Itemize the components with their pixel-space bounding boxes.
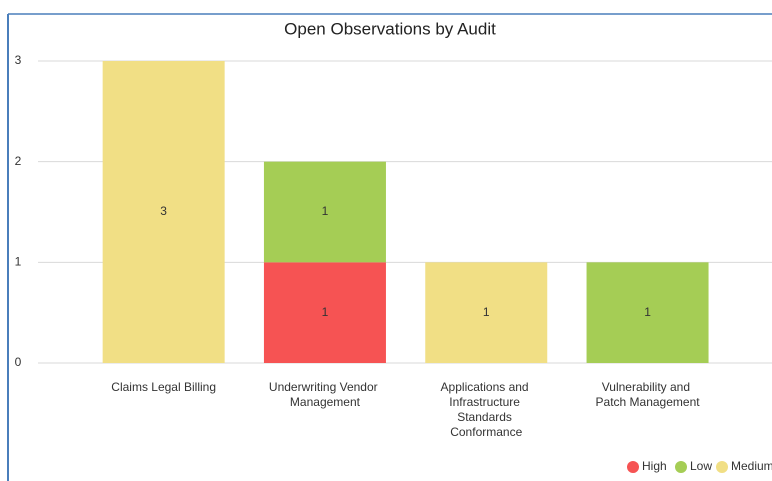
legend-swatch <box>627 461 639 473</box>
legend-label: Low <box>690 459 712 473</box>
y-tick-label: 3 <box>15 53 22 67</box>
x-tick-label: Vulnerability and Patch Management <box>596 380 701 409</box>
data-label: 3 <box>160 204 167 218</box>
data-label: 1 <box>322 305 329 319</box>
bar-segment <box>102 61 225 363</box>
bar-segment <box>425 262 548 363</box>
chart-title: Open Observations by Audit <box>284 19 496 38</box>
bar-segment <box>263 262 386 363</box>
x-tick-label: Applications and Infrastructure Standard… <box>441 380 532 439</box>
legend-label: Medium <box>731 459 772 473</box>
data-label: 1 <box>322 204 329 218</box>
data-label: 1 <box>644 305 651 319</box>
x-tick-label: Underwriting Vendor Management <box>269 380 381 409</box>
x-tick-label: Claims Legal Billing <box>111 380 216 394</box>
y-tick-label: 2 <box>15 154 22 168</box>
bar-segment <box>586 262 709 363</box>
bar-segment <box>263 161 386 263</box>
data-label: 1 <box>483 305 490 319</box>
legend-label: High <box>642 459 667 473</box>
y-tick-label: 0 <box>15 355 22 369</box>
y-tick-label: 1 <box>15 255 22 269</box>
legend-swatch <box>675 461 687 473</box>
legend-swatch <box>716 461 728 473</box>
